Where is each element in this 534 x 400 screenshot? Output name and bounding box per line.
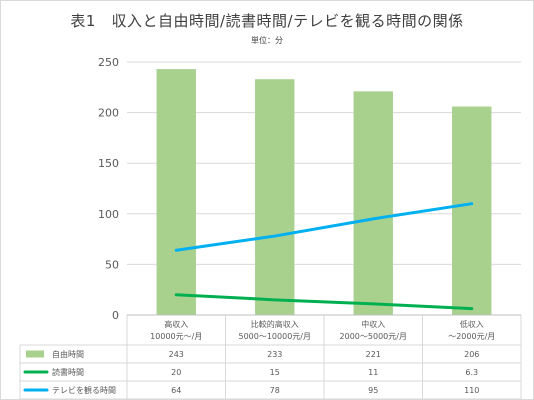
series-line — [174, 202, 474, 252]
data-label: 206 — [464, 350, 479, 359]
data-label: 110 — [464, 386, 479, 395]
chart-subtitle: 単位：分 — [251, 36, 283, 45]
legend-label: 自由時間 — [52, 349, 84, 359]
series-line — [174, 293, 474, 311]
x-category-label: 5000～10000元/月 — [238, 332, 311, 341]
chart-title: 表1 収入と自由時間/読書時間/テレビを観る時間の関係 — [70, 12, 464, 30]
bar — [156, 69, 196, 315]
data-label: 243 — [169, 350, 184, 359]
data-label: 11 — [368, 368, 378, 377]
data-label: 221 — [366, 350, 381, 359]
x-category-label: 低収入 — [460, 319, 484, 329]
data-label: 6.3 — [465, 368, 478, 377]
data-label: 95 — [368, 386, 378, 395]
line-series — [174, 202, 474, 311]
y-tick-label: 100 — [98, 208, 119, 221]
legend-label: テレビを観る時間 — [52, 385, 116, 395]
data-label: 233 — [267, 350, 282, 359]
data-label: 64 — [171, 386, 181, 395]
x-category-label: 高収入 — [164, 319, 188, 329]
legend-key — [26, 350, 44, 358]
bar — [452, 106, 492, 315]
data-label: 20 — [171, 368, 181, 377]
y-tick-label: 0 — [112, 309, 119, 322]
x-category-label: 中収入 — [361, 319, 385, 329]
bar — [255, 79, 295, 315]
data-label: 15 — [270, 368, 280, 377]
data-label: 78 — [270, 386, 280, 395]
y-tick-label: 250 — [98, 56, 119, 69]
x-category-label: 2000～5000元/月 — [340, 332, 407, 341]
y-tick-label: 200 — [98, 107, 119, 120]
x-category-label: 比較的高収入 — [251, 319, 299, 329]
x-category-label: ～2000元/月 — [448, 332, 495, 341]
y-axis: 0 50 100 150 200 250 — [98, 56, 119, 322]
y-tick-label: 150 — [98, 157, 119, 170]
bar-series — [156, 69, 492, 316]
legend-label: 読書時間 — [52, 367, 84, 377]
x-category-label: 10000元～/月 — [150, 332, 202, 341]
data-table: 高収入 10000元～/月 比較的高収入 5000～10000元/月 中収入 2000～5… — [19, 314, 522, 400]
y-tick-label: 50 — [105, 258, 119, 271]
bar — [353, 91, 393, 316]
